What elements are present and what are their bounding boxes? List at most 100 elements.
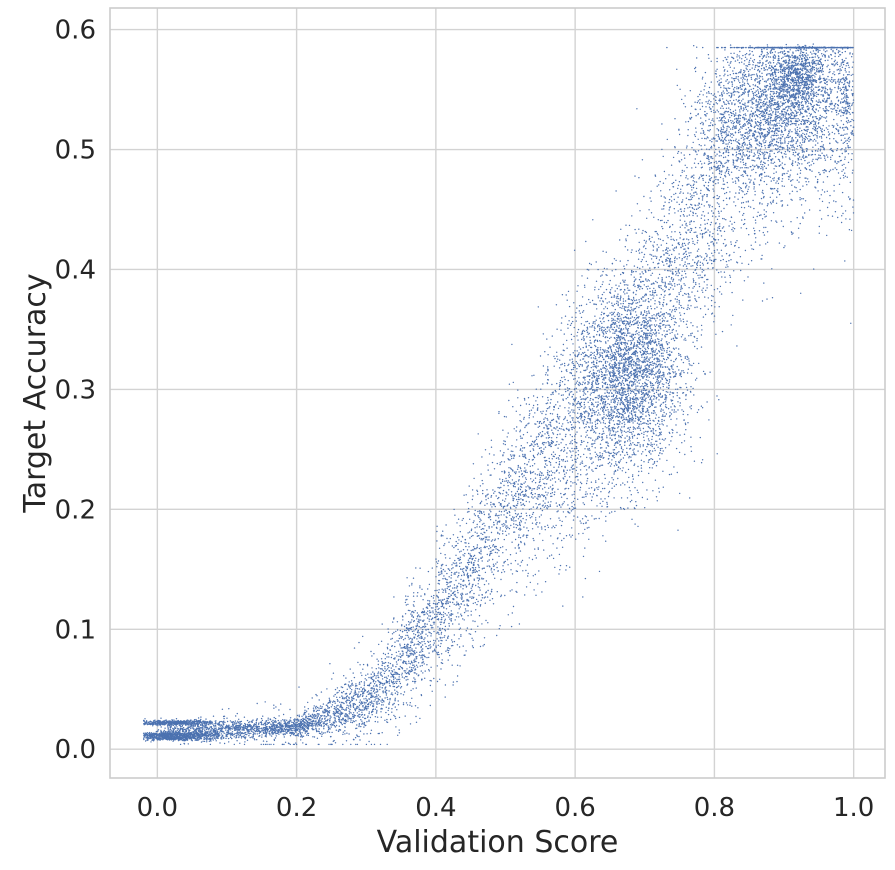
scatter-point [643, 245, 645, 247]
scatter-point [332, 740, 334, 742]
scatter-point [802, 216, 804, 218]
scatter-point [246, 723, 249, 726]
scatter-point [645, 247, 647, 250]
scatter-point [752, 199, 754, 202]
scatter-point [318, 728, 320, 730]
scatter-point [449, 601, 452, 603]
scatter-point [830, 92, 832, 94]
scatter-point [481, 479, 483, 482]
scatter-point [556, 538, 559, 540]
scatter-point [293, 732, 295, 734]
scatter-point [450, 614, 452, 617]
scatter-point [684, 263, 686, 266]
scatter-point [498, 555, 500, 557]
scatter-point [525, 478, 527, 481]
scatter-point [796, 179, 798, 181]
scatter-point [215, 727, 217, 729]
scatter-point [716, 153, 718, 155]
scatter-point [696, 290, 699, 292]
scatter-point [658, 301, 660, 303]
scatter-point [584, 406, 586, 408]
scatter-point [742, 98, 744, 100]
scatter-point [650, 395, 653, 397]
scatter-point [467, 532, 469, 534]
scatter-point [628, 318, 630, 320]
scatter-point [243, 743, 246, 746]
scatter-point [707, 267, 709, 270]
scatter-point [349, 687, 351, 689]
scatter-point [662, 289, 664, 291]
scatter-point [415, 658, 418, 660]
scatter-point [694, 261, 696, 264]
scatter-point [427, 610, 429, 612]
scatter-point [695, 282, 697, 284]
scatter-point [609, 465, 612, 467]
scatter-point [695, 300, 698, 303]
scatter-point [535, 438, 538, 440]
scatter-point [702, 94, 704, 96]
scatter-point [594, 423, 597, 426]
scatter-point [589, 453, 591, 455]
scatter-point [760, 145, 763, 148]
scatter-point [273, 716, 275, 719]
scatter-point [482, 645, 484, 647]
scatter-point [561, 425, 563, 427]
scatter-point [394, 706, 396, 708]
scatter-point [836, 149, 838, 152]
scatter-point [751, 103, 753, 105]
scatter-point [717, 111, 720, 113]
scatter-point [847, 138, 850, 140]
scatter-point [532, 479, 535, 481]
scatter-point [657, 266, 660, 268]
scatter-point [543, 427, 545, 429]
scatter-point [259, 731, 262, 733]
scatter-point [638, 228, 640, 230]
scatter-point [366, 665, 369, 667]
scatter-point [796, 217, 798, 219]
scatter-point [494, 505, 496, 508]
scatter-point [561, 520, 563, 523]
scatter-point [831, 76, 833, 79]
scatter-point [370, 650, 372, 653]
scatter-point [780, 220, 783, 222]
scatter-point [182, 730, 184, 732]
scatter-point [720, 259, 722, 262]
scatter-point [474, 631, 477, 633]
scatter-point [798, 181, 800, 183]
scatter-point [647, 269, 650, 272]
scatter-point [508, 527, 511, 530]
scatter-point [504, 524, 506, 526]
scatter-point [635, 347, 637, 350]
scatter-point [520, 498, 522, 500]
scatter-point [545, 424, 547, 426]
scatter-point [320, 724, 322, 726]
scatter-point [519, 466, 521, 469]
scatter-point [354, 689, 356, 691]
scatter-point [261, 736, 263, 738]
scatter-point [483, 597, 485, 599]
scatter-point [510, 455, 513, 457]
scatter-point [616, 452, 619, 454]
scatter-point [669, 309, 671, 311]
scatter-point [474, 514, 476, 517]
scatter-point [456, 675, 459, 677]
scatter-point [764, 104, 766, 106]
scatter-point [814, 122, 817, 124]
scatter-point [545, 476, 547, 478]
scatter-point [228, 708, 230, 710]
scatter-point [850, 120, 852, 123]
scatter-point [195, 718, 197, 721]
scatter-point [462, 588, 464, 590]
scatter-point [516, 514, 518, 516]
scatter-point [440, 621, 443, 623]
scatter-point [470, 614, 472, 616]
scatter-point [404, 601, 407, 604]
scatter-point [401, 631, 404, 633]
scatter-point [516, 426, 518, 428]
scatter-point [384, 670, 386, 673]
scatter-point [385, 686, 387, 688]
scatter-point [844, 81, 846, 83]
scatter-point [536, 454, 539, 456]
scatter-point [772, 188, 774, 190]
scatter-point [642, 273, 644, 275]
